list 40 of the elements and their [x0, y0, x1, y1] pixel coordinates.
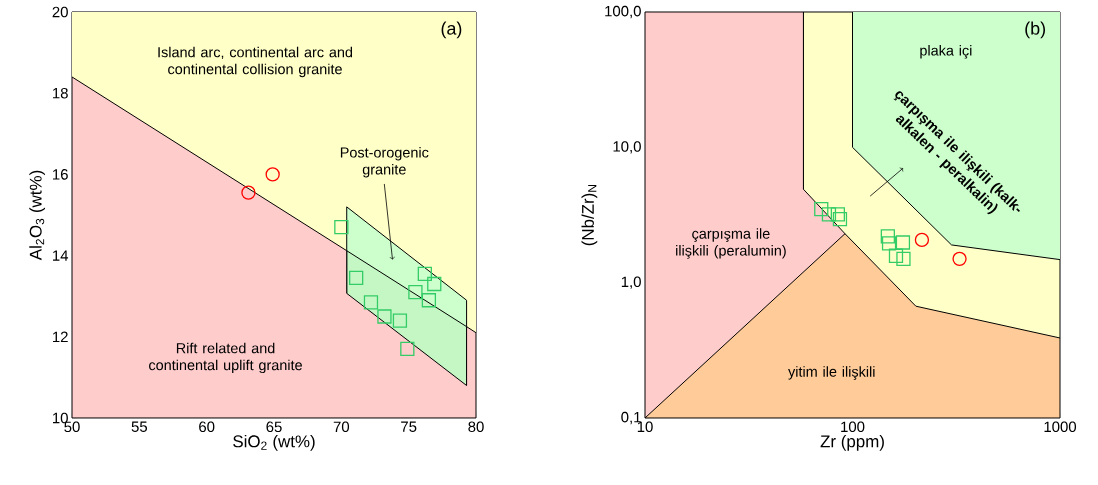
y-tick-label: 16: [53, 169, 68, 180]
y-tick-label: 10,0: [613, 141, 641, 154]
point: [408, 284, 423, 300]
x-tick-label: 75: [401, 421, 417, 432]
point: [417, 266, 432, 282]
y-tick-label: 100,0: [605, 5, 641, 19]
y-tick-label: 14: [53, 250, 69, 261]
x-tick-label: 80: [468, 421, 484, 433]
x-tick-label: 60: [199, 421, 215, 433]
text: (b): [1025, 21, 1046, 39]
x-tick-label: 100: [841, 421, 865, 433]
x-tick-label: 65: [266, 421, 282, 433]
point: [427, 276, 442, 292]
point: [363, 295, 379, 310]
y-tick-label: 1,0: [621, 276, 641, 289]
annotation: Island arc, continental arc and continental collision granite: [158, 46, 353, 78]
x-tick-label: 55: [131, 421, 148, 432]
y-axis-title: Al$_{2}$O$_{3}$ (wt%): [29, 170, 46, 261]
point: [377, 309, 392, 324]
text: (a): [441, 21, 462, 39]
y-tick-label: 20: [52, 6, 68, 18]
point: [349, 270, 364, 286]
x-tick-label: 70: [333, 421, 350, 433]
point: [265, 167, 280, 182]
y-axis-title: (Nb/Zr)$_{N}$: [581, 185, 598, 246]
point: [241, 185, 256, 200]
y-tick-label: 18: [53, 87, 68, 99]
point: [421, 293, 437, 308]
point: [334, 220, 349, 235]
x-axis-title: Zr (ppm): [820, 434, 884, 451]
annotation: yitim ile ilişkili: [788, 366, 875, 380]
annotation: plaka içi: [920, 45, 972, 59]
annotation: Post-orogenic granite: [340, 147, 429, 178]
annotation: çarpışma ile ilişkili (peralumin): [676, 228, 786, 259]
annotation: Rift related and continental uplift granite: [149, 342, 302, 374]
x-axis-title: SiO$_{2}$ (wt%): [233, 434, 315, 451]
point: [392, 313, 408, 328]
x-tick-label: 1000: [1044, 421, 1077, 433]
y-tick-label: 12: [53, 331, 68, 342]
point: [400, 341, 415, 357]
